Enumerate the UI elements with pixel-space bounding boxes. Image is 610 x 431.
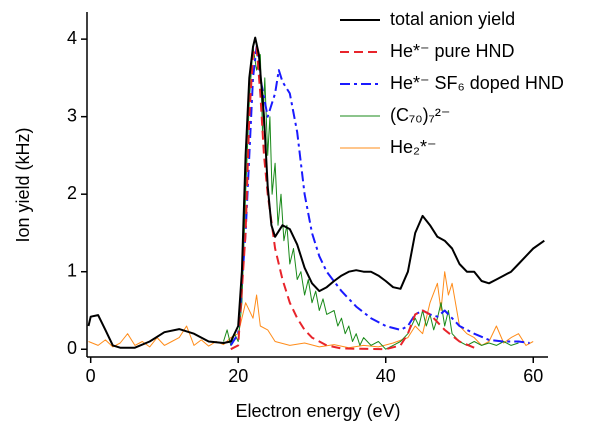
legend-label: He*⁻ pure HND — [390, 41, 515, 61]
series-line — [87, 36, 545, 349]
series-line — [230, 45, 475, 351]
y-tick-label: 4 — [67, 28, 77, 48]
legend-label: (C₇₀)₇²⁻ — [390, 105, 450, 125]
y-tick-label: 1 — [67, 260, 77, 280]
x-tick-label: 60 — [523, 366, 543, 386]
x-tick-label: 20 — [228, 366, 248, 386]
y-tick-label: 0 — [67, 338, 77, 358]
x-tick-label: 40 — [376, 366, 396, 386]
series-line — [229, 45, 530, 346]
y-tick-label: 3 — [67, 105, 77, 125]
y-axis-label: Ion yield (kHz) — [13, 127, 33, 242]
y-tick-label: 2 — [67, 183, 77, 203]
x-axis-label: Electron energy (eV) — [235, 401, 400, 421]
legend-label: He₂*⁻ — [390, 137, 437, 157]
legend-label: total anion yield — [390, 9, 515, 29]
legend-label: He*⁻ SF₆ doped HND — [390, 73, 564, 93]
x-tick-label: 0 — [86, 366, 96, 386]
